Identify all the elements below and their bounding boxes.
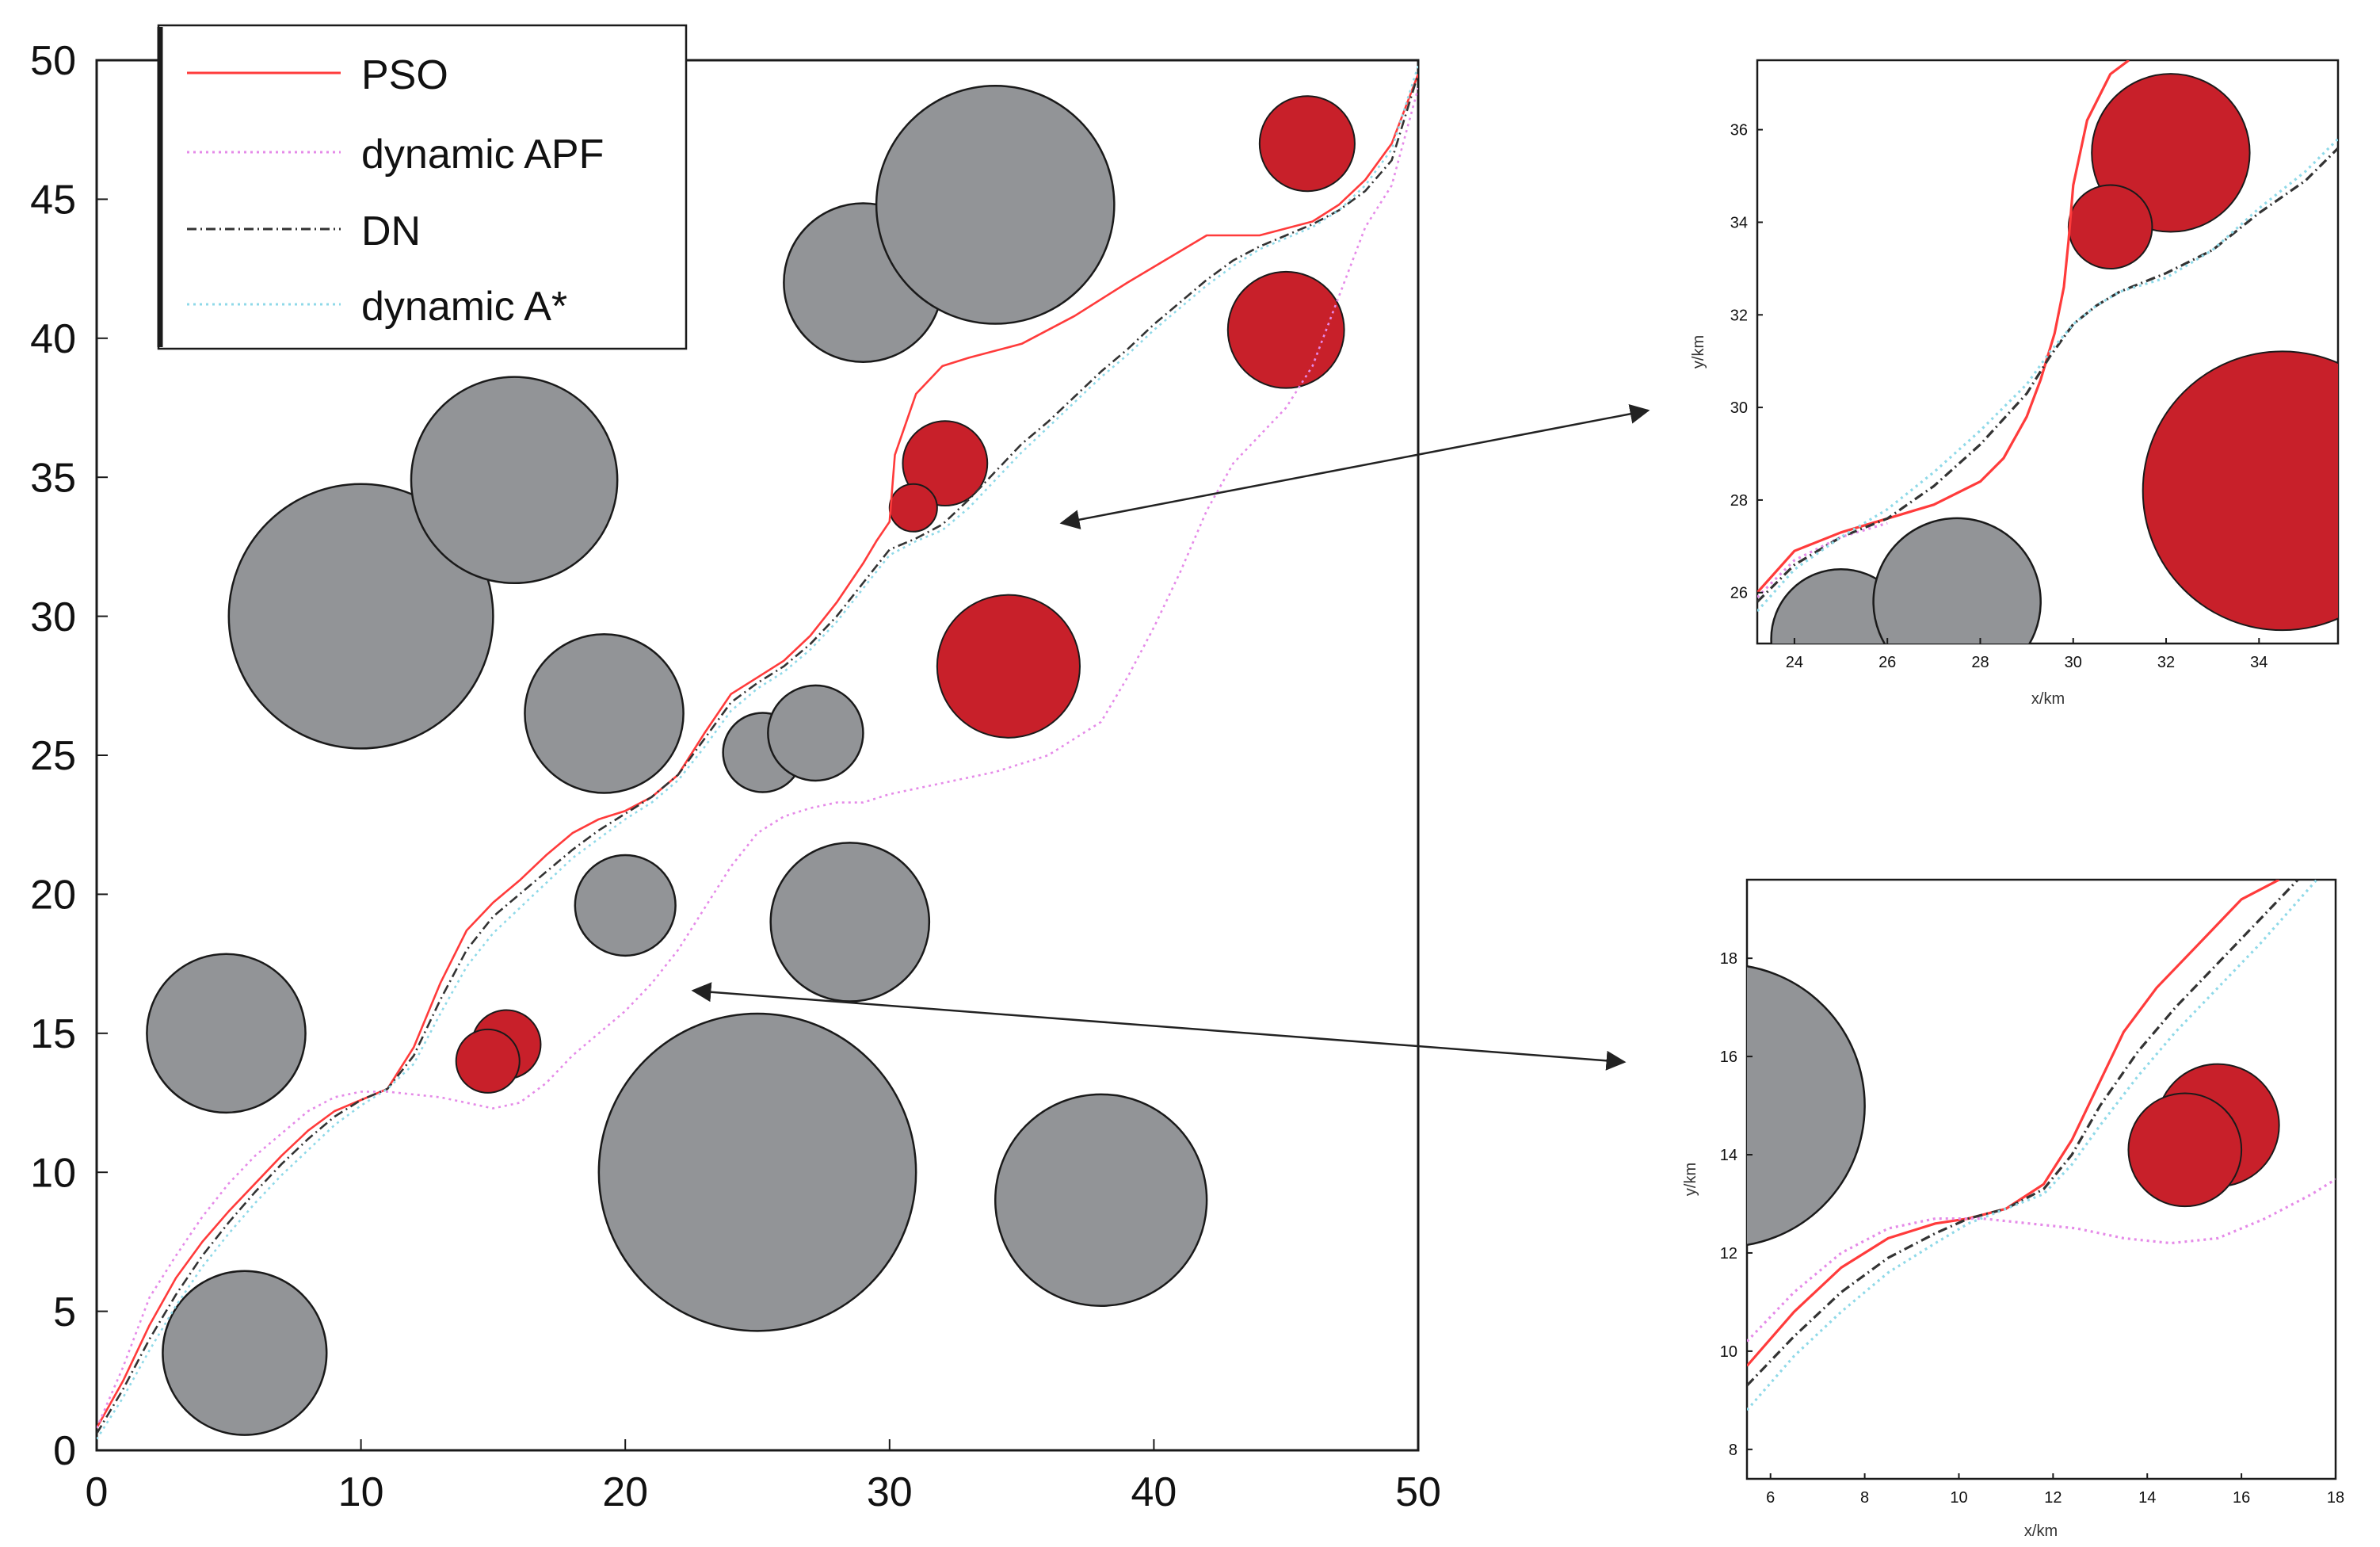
- inset-bottom-dynamic-obstacle-2: [2127, 1092, 2243, 1208]
- main-xtick-label: 40: [1131, 1469, 1177, 1515]
- legend-label-pso: PSO: [361, 52, 448, 98]
- main-static-obstacle-6: [574, 854, 677, 957]
- inset-bottom-xtick-label: 10: [1950, 1489, 1967, 1507]
- main-ytick-label: 25: [30, 733, 76, 779]
- inset-bottom-obstacles: [1747, 964, 2280, 1247]
- main-ytick-label: 5: [53, 1289, 76, 1335]
- inset-top-axes: 24 26 28 30 32 34 26 28 30 32 34 36: [1730, 122, 2268, 671]
- main-ytick-label: 50: [30, 38, 76, 84]
- main-dynamic-obstacle-7: [1258, 95, 1356, 193]
- main-static-obstacle-3: [227, 483, 494, 750]
- inset-top-xtick-label: 28: [1971, 654, 1989, 671]
- inset-bottom-path-apf: [1747, 1178, 2336, 1343]
- inset-bottom-xtick-label: 6: [1766, 1489, 1775, 1507]
- inset-top-xtick-label: 24: [1786, 654, 1803, 671]
- inset-bottom-xtick-label: 12: [2044, 1489, 2062, 1507]
- main-ytick-label: 30: [30, 594, 76, 640]
- inset-bottom-ytick-label: 12: [1720, 1245, 1737, 1262]
- main-path-pso: [97, 74, 1418, 1429]
- inset-bottom-xtick-label: 14: [2138, 1489, 2156, 1507]
- main-xtick-label: 0: [86, 1469, 109, 1515]
- main-axes: 0 10 20 30 40 50 0 5 10 15 20 25 30 35 40 45 50: [30, 38, 1441, 1515]
- main-obstacles: [146, 85, 1356, 1436]
- inset-top-obstacles: [1770, 73, 2338, 644]
- inset-top-static-obstacle-2: [1872, 517, 2042, 644]
- inset-top-dynamic-obstacle-3: [2067, 184, 2153, 270]
- inset-bottom-ytick-label: 10: [1720, 1343, 1737, 1361]
- inset-bottom-xtick-label: 16: [2233, 1489, 2250, 1507]
- legend-label-dn: DN: [361, 208, 421, 254]
- main-path-apf: [97, 87, 1418, 1429]
- inset-bottom-ylabel: y/km: [1682, 1163, 1699, 1196]
- inset-bottom-path-pso: [1747, 880, 2280, 1367]
- main-static-obstacle-10: [769, 842, 931, 1003]
- main-ytick-label: 15: [30, 1011, 76, 1057]
- main-static-obstacle-5: [524, 633, 685, 794]
- main-ytick-label: 40: [30, 316, 76, 362]
- inset-top-plot: 24 26 28 30 32 34 26 28 30 32 34 36 x/km y/km: [1690, 59, 2340, 708]
- callout-arrow-bottom: [691, 982, 1627, 1071]
- inset-top-ytick-label: 28: [1730, 492, 1748, 510]
- main-ytick-label: 10: [30, 1150, 76, 1196]
- inset-top-path-astar: [1757, 138, 2338, 613]
- inset-bottom-ytick-label: 16: [1720, 1049, 1737, 1066]
- inset-bottom-path-dn: [1747, 880, 2299, 1387]
- main-static-obstacle-12: [875, 85, 1116, 325]
- inset-top-xtick-label: 26: [1878, 654, 1896, 671]
- inset-bottom-xlabel: x/km: [2024, 1522, 2058, 1540]
- main-static-obstacle-4: [410, 376, 619, 585]
- main-dynamic-obstacle-3: [902, 420, 989, 507]
- inset-top-xtick-label: 30: [2065, 654, 2082, 671]
- legend: PSO dynamic APF DN dynamic A*: [157, 24, 688, 350]
- inset-bottom-xtick-label: 8: [1860, 1489, 1869, 1507]
- inset-top-xtick-label: 32: [2157, 654, 2175, 671]
- inset-bottom-ytick-label: 8: [1729, 1442, 1737, 1459]
- inset-bottom-xtick-label: 18: [2327, 1489, 2344, 1507]
- main-xtick-label: 50: [1395, 1469, 1441, 1515]
- inset-top-ytick-label: 36: [1730, 122, 1748, 139]
- inset-top-path-pso: [1757, 60, 2130, 594]
- main-ytick-label: 20: [30, 873, 76, 919]
- main-paths: [97, 65, 1418, 1440]
- legend-label-astar: dynamic A*: [361, 284, 567, 330]
- inset-bottom-ytick-label: 14: [1720, 1147, 1737, 1164]
- main-ytick-label: 45: [30, 178, 76, 223]
- legend-label-apf: dynamic APF: [361, 132, 604, 178]
- inset-top-paths: [1757, 60, 2338, 613]
- main-xtick-label: 20: [602, 1469, 648, 1515]
- inset-bottom-ytick-label: 18: [1720, 950, 1737, 968]
- main-static-obstacle-1: [162, 1270, 328, 1436]
- main-ytick-label: 35: [30, 455, 76, 501]
- inset-top-path-apf: [1757, 521, 1888, 598]
- main-plot: 0 10 20 30 40 50 0 5 10 15 20 25 30 35 40 45 50 PSO dyna…: [30, 24, 1441, 1515]
- main-xtick-label: 30: [867, 1469, 913, 1515]
- inset-bottom-axes: 6 8 10 12 14 16 18 8 10 12 14 16 18: [1720, 950, 2344, 1507]
- legend-box: [157, 24, 688, 350]
- main-xtick-label: 10: [338, 1469, 384, 1515]
- main-dynamic-obstacle-4: [888, 483, 938, 533]
- inset-top-ytick-label: 26: [1730, 585, 1748, 602]
- inset-top-ytick-label: 32: [1730, 307, 1748, 324]
- main-dynamic-obstacle-2: [455, 1028, 521, 1094]
- inset-top-dynamic-obstacle-2: [2142, 350, 2338, 632]
- inset-top-path-dn: [1757, 147, 2338, 603]
- inset-top-ytick-label: 30: [1730, 399, 1748, 417]
- inset-top-ylabel: y/km: [1690, 335, 1707, 369]
- main-ytick-label: 0: [53, 1428, 76, 1474]
- inset-bottom-paths: [1747, 880, 2336, 1411]
- main-dynamic-obstacle-5: [936, 594, 1081, 739]
- callout-arrow-top: [1059, 403, 1650, 530]
- inset-top-ytick-label: 34: [1730, 214, 1748, 231]
- inset-top-xtick-label: 34: [2250, 654, 2267, 671]
- main-static-obstacle-9: [767, 684, 864, 782]
- inset-bottom-static-obstacle-1: [1747, 964, 1866, 1247]
- inset-top-xlabel: x/km: [2031, 690, 2065, 708]
- inset-bottom-plot: 6 8 10 12 14 16 18 8 10 12 14 16 18 x/km y/km: [1682, 878, 2344, 1540]
- main-static-obstacle-7: [597, 1012, 917, 1332]
- main-static-obstacle-2: [146, 953, 307, 1114]
- main-static-obstacle-13: [994, 1093, 1208, 1307]
- callout-arrows: [691, 403, 1650, 1071]
